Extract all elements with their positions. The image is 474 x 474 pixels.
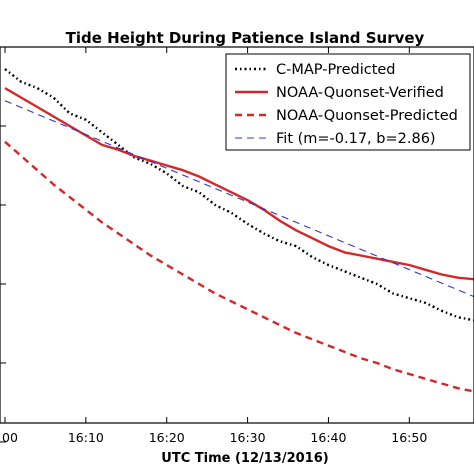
- x-axis-label: UTC Time (12/13/2016): [161, 451, 328, 466]
- series-layer: [4, 68, 474, 393]
- ticks-layer: 00 16:10 16:20 16:30 16:40 16:50: [0, 47, 427, 445]
- legend-label-noaa-quonset-predicted: NOAA-Quonset-Predicted: [276, 108, 458, 124]
- legend-label-noaa-quonset-verified: NOAA-Quonset-Verified: [276, 85, 444, 101]
- x-tick-label: 16:10: [68, 430, 104, 445]
- legend: C-MAP-Predicted NOAA-Quonset-Verified NOAA…: [225, 53, 471, 151]
- x-tick-label: 16:20: [149, 430, 185, 445]
- x-tick-label: 16:40: [310, 430, 346, 445]
- legend-box: [225, 53, 471, 151]
- legend-label-c-map-predicted: C-MAP-Predicted: [276, 62, 396, 78]
- chart-title: Tide Height During Patience Island Surve…: [66, 29, 425, 47]
- series-line-noaa-quonset-predicted: [4, 140, 474, 393]
- legend-label-fit-m-0-17-b-2-86: Fit (m=-0.17, b=2.86): [276, 131, 436, 147]
- plot-frame: [0, 46, 474, 424]
- x-tick-label: 16:50: [391, 430, 427, 445]
- x-tick-label: 16:30: [230, 430, 266, 445]
- x-tick-label: 00: [2, 430, 18, 445]
- series-line-c-map-predicted: [4, 68, 474, 322]
- series-line-fit-m-0-17-b-2-86: [4, 100, 474, 298]
